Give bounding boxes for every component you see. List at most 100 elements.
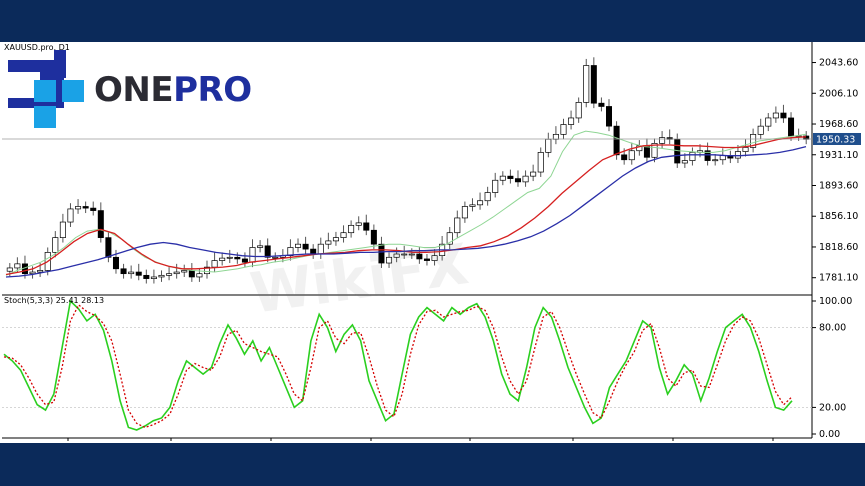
candle-body	[272, 256, 279, 259]
candle-body	[332, 237, 339, 242]
candle-body	[499, 175, 506, 181]
candle-body	[659, 137, 666, 144]
candle-body	[203, 266, 211, 275]
chart-area[interactable]: 2043.60 2006.10 1968.60 1931.10 1893.60 1856.…	[0, 42, 865, 443]
candle-body	[514, 178, 521, 183]
candle-body	[605, 106, 613, 127]
logo-one-text: ONE	[94, 70, 174, 110]
price-tick-label: 1931.10	[819, 150, 858, 161]
price-tick-label: 2006.10	[819, 88, 858, 99]
symbol-label: XAUUSD.pro, D1	[4, 43, 70, 52]
price-tick-label: 1856.10	[819, 211, 858, 222]
candle-body	[188, 270, 195, 278]
candle-body	[469, 204, 476, 207]
price-tick-label: 2043.60	[819, 58, 858, 69]
candle-body	[348, 224, 355, 234]
candle-body	[545, 138, 552, 153]
candle-body	[135, 271, 142, 276]
candle-body	[750, 133, 757, 148]
candle-body	[234, 256, 241, 260]
candle-body	[461, 206, 468, 219]
candle-body	[772, 112, 779, 119]
candle-body	[765, 117, 772, 127]
candle-body	[780, 112, 787, 119]
onepro-logo-text: ONEPRO	[94, 70, 252, 110]
candle-body	[166, 273, 173, 276]
candle-body	[416, 253, 423, 260]
current-price-badge	[813, 132, 861, 145]
candle-body	[712, 159, 719, 162]
candle-body	[158, 274, 165, 278]
candle-body	[568, 117, 575, 125]
candle-body	[226, 256, 233, 259]
stoch-signal-line	[3, 303, 793, 429]
ma-slow-line	[5, 145, 807, 278]
candle-body	[393, 253, 400, 258]
candle-body	[14, 263, 21, 269]
stoch-main-line	[3, 299, 793, 431]
candle-body	[302, 243, 309, 250]
candle-body	[719, 155, 726, 161]
candle-body	[150, 276, 157, 279]
logo-pro-text: PRO	[173, 70, 252, 110]
candle-body	[598, 102, 605, 107]
candle-body	[97, 210, 104, 238]
candle-body	[340, 232, 347, 238]
candle-body	[6, 267, 13, 272]
price-tick-label: 1968.60	[819, 119, 858, 130]
candle-body	[370, 229, 377, 245]
bottom-frame-band	[0, 443, 865, 486]
candle-body	[431, 255, 438, 261]
candle-body	[355, 222, 362, 226]
stoch-tick-label: 20.00	[819, 402, 846, 413]
candle-body	[29, 271, 36, 275]
candle-body	[401, 253, 408, 256]
candle-body	[757, 125, 764, 135]
chart-svg[interactable]: 2043.60 2006.10 1968.60 1931.10 1893.60 1856.…	[0, 42, 865, 443]
candle-body	[477, 200, 484, 206]
candle-body	[651, 143, 658, 158]
candle-body	[621, 154, 628, 161]
candle-body	[112, 256, 119, 270]
candle-body	[643, 145, 650, 158]
candle-body	[295, 243, 302, 248]
candle-body	[492, 179, 499, 193]
candle-body	[257, 245, 264, 248]
stoch-tick-label: 0.00	[819, 429, 840, 440]
candle-body	[67, 208, 74, 223]
candle-body	[742, 147, 749, 152]
candle-body	[181, 270, 188, 273]
candle-body	[454, 217, 461, 234]
ma-fast-line	[5, 130, 807, 276]
candle-body	[241, 258, 248, 263]
current-price-label: 1950.33	[816, 134, 855, 145]
candle-body	[128, 271, 135, 275]
candle-body	[143, 274, 150, 279]
candle-body	[249, 247, 256, 263]
candle-body	[408, 253, 415, 256]
candle-body	[82, 206, 89, 209]
candle-body	[590, 65, 597, 104]
candle-body	[583, 65, 590, 103]
price-tick-label: 1781.10	[819, 273, 858, 284]
candle-body	[59, 221, 66, 238]
candle-body	[75, 206, 82, 210]
top-frame-band	[0, 0, 865, 42]
candle-body	[507, 175, 514, 179]
candle-body	[325, 240, 332, 245]
onepro-logo: ONEPRO	[4, 50, 266, 130]
price-tick-label: 1893.60	[819, 180, 858, 191]
candle-body	[560, 124, 567, 135]
stochastic-label: Stoch(5,3,3) 25.41 28.13	[4, 296, 105, 305]
candle-body	[681, 160, 688, 164]
candle-body	[613, 125, 620, 156]
candle-body	[734, 151, 741, 159]
candle-body	[689, 152, 696, 161]
stoch-tick-label: 100.00	[819, 296, 852, 307]
candle-body	[704, 150, 711, 161]
onepro-logo-icon	[8, 50, 84, 128]
candle-body	[105, 237, 112, 258]
candle-body	[446, 232, 453, 245]
candle-body	[386, 256, 393, 264]
stoch-tick-label: 80.00	[819, 323, 846, 334]
